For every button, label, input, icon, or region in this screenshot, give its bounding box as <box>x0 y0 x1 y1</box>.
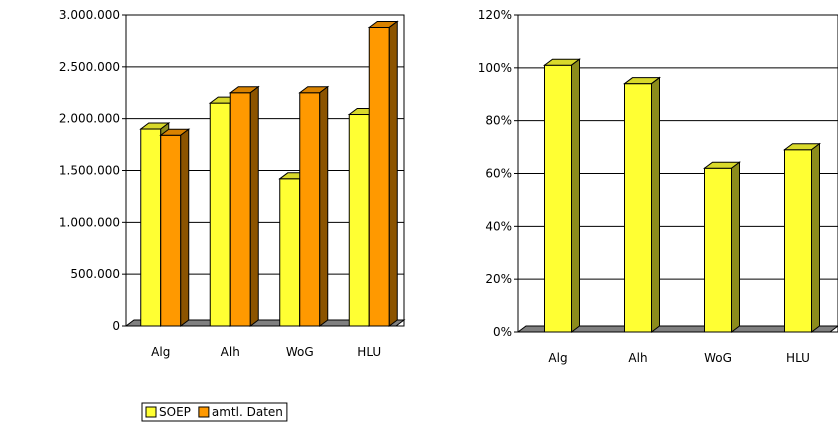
bar-side <box>651 76 660 333</box>
y-tick-label: 100% <box>478 61 512 75</box>
category-label: WoG <box>286 345 314 359</box>
y-tick-label: 120% <box>478 8 512 22</box>
legend-swatch <box>145 406 157 418</box>
category-label: Alg <box>151 345 170 359</box>
bar-front <box>140 128 162 327</box>
bar-front <box>279 178 301 327</box>
bar-side <box>731 161 740 333</box>
bar <box>703 161 741 333</box>
bar-side <box>388 20 398 327</box>
category-label: HLU <box>786 351 810 365</box>
bar-side <box>180 128 190 327</box>
bar <box>159 128 191 327</box>
bar <box>367 20 399 327</box>
bar-side <box>249 85 259 327</box>
y-tick-label: 2.500.000 <box>59 60 120 74</box>
bar-front <box>209 102 231 327</box>
bar-side <box>571 58 580 333</box>
y-tick-label: 40% <box>485 219 512 233</box>
category-label: Alh <box>628 351 647 365</box>
y-tick-label: 80% <box>485 114 512 128</box>
bar-front <box>299 92 321 327</box>
bar-side <box>319 85 329 327</box>
y-tick-label: 500.000 <box>70 267 120 281</box>
y-tick-label: 20% <box>485 272 512 286</box>
y-tick-label: 60% <box>485 167 512 181</box>
y-tick-label: 2.000.000 <box>59 112 120 126</box>
legend-label: amtl. Daten <box>212 405 283 419</box>
bar <box>623 76 661 333</box>
y-tick-label: 0% <box>493 325 512 339</box>
legend-swatch <box>198 406 210 418</box>
bar-side <box>811 142 820 333</box>
bar-front <box>624 83 652 333</box>
bar-front <box>229 92 251 327</box>
y-tick-label: 1.000.000 <box>59 215 120 229</box>
legend: SOEP amtl. Daten <box>141 402 288 422</box>
category-label: Alh <box>221 345 240 359</box>
y-tick-label: 3.000.000 <box>59 8 120 22</box>
bar-front <box>704 167 732 333</box>
y-tick-label: 0 <box>112 319 120 333</box>
bar-front <box>368 26 390 327</box>
bar-front <box>348 114 370 327</box>
bar <box>228 85 260 327</box>
category-label: WoG <box>704 351 732 365</box>
bar <box>298 85 330 327</box>
legend-box <box>141 402 288 422</box>
y-tick-label: 1.500.000 <box>59 164 120 178</box>
legend-label: SOEP <box>159 405 191 419</box>
category-label: HLU <box>357 345 381 359</box>
bar <box>543 58 581 333</box>
category-label: Alg <box>548 351 567 365</box>
bar-front <box>784 149 812 333</box>
bar-front <box>160 134 182 327</box>
chart-percent-ratio: 0% 20% 40% 60% 80% 100% 120% Alg Alh WoG HLU <box>478 8 838 365</box>
bar-front <box>544 64 572 333</box>
bar <box>783 142 821 333</box>
chart-absolute-counts: 0 500.000 1.000.000 1.500.000 2.000.000 2.500… <box>59 8 406 359</box>
